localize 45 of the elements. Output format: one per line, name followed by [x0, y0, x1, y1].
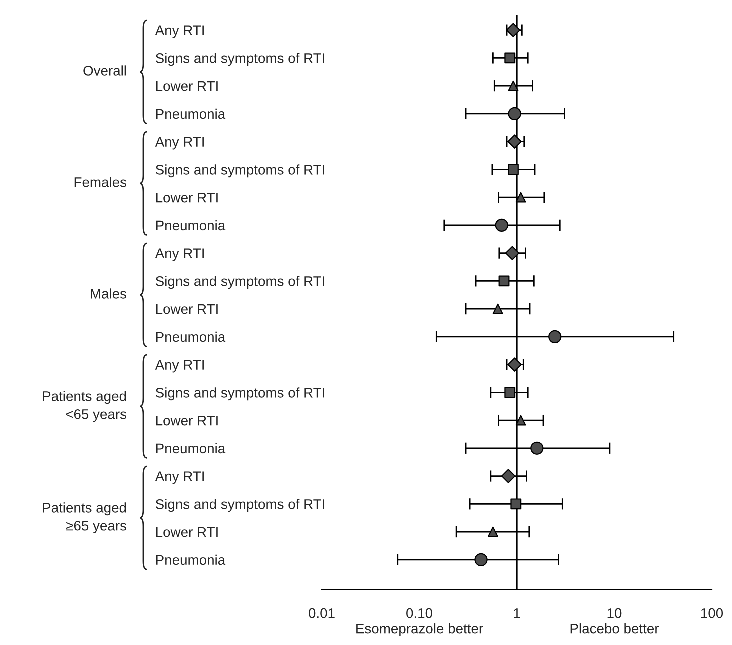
x-tick-label: 100 [701, 608, 724, 618]
y-tick-label: Any RTI [155, 472, 204, 484]
y-tick-label: Signs and symptoms of RTI [156, 499, 324, 512]
text: Patients aged <65 years [43, 391, 126, 422]
x-tick-label: 1 [514, 608, 520, 618]
y-tick-label: Pneumonia [156, 443, 226, 454]
point [508, 107, 522, 121]
point [508, 358, 522, 372]
point [505, 246, 520, 260]
y-tick-label: Pneumonia [156, 220, 226, 231]
text: Males [91, 288, 126, 299]
text: Patients aged ≥65 years [43, 502, 126, 534]
x-tick-label: 0.10 [406, 608, 432, 618]
y-tick-label: Lower RTI [156, 82, 218, 92]
y-tick-label: Pneumonia [156, 108, 226, 120]
text: Placebo better [570, 624, 660, 634]
text: Females [74, 177, 126, 188]
y-tick-label: Any RTI [155, 26, 204, 38]
y-tick-label: Signs and symptoms of RTI [156, 388, 324, 401]
y-tick-label: Lower RTI [156, 193, 218, 203]
point [516, 192, 526, 203]
text: Overall [84, 66, 126, 76]
y-tick-label: Lower RTI [156, 528, 218, 538]
y-tick-label: Signs and symptoms of RTI [156, 53, 324, 66]
point [501, 469, 516, 484]
point [504, 52, 516, 64]
point [508, 80, 519, 92]
point [508, 164, 519, 176]
point [504, 387, 516, 398]
y-tick-label: Lower RTI [156, 416, 218, 426]
x-tick-label: 0.01 [309, 608, 335, 618]
y-tick-label: Pneumonia [156, 332, 226, 342]
x-tick-label: 10 [608, 608, 622, 618]
point [510, 498, 522, 510]
y-tick-label: Pneumonia [156, 554, 226, 566]
y-tick-label: Any RTI [155, 248, 204, 262]
y-tick-label: Lower RTI [156, 304, 218, 314]
point [530, 442, 544, 455]
point [508, 134, 522, 149]
y-tick-label: Any RTI [155, 360, 204, 373]
text: Esomeprazole better [356, 624, 484, 636]
y-tick-label: Any RTI [155, 137, 204, 150]
point [516, 415, 526, 426]
y-tick-label: Signs and symptoms of RTI [156, 164, 324, 178]
y-tick-label: Signs and symptoms of RTI [156, 276, 324, 290]
